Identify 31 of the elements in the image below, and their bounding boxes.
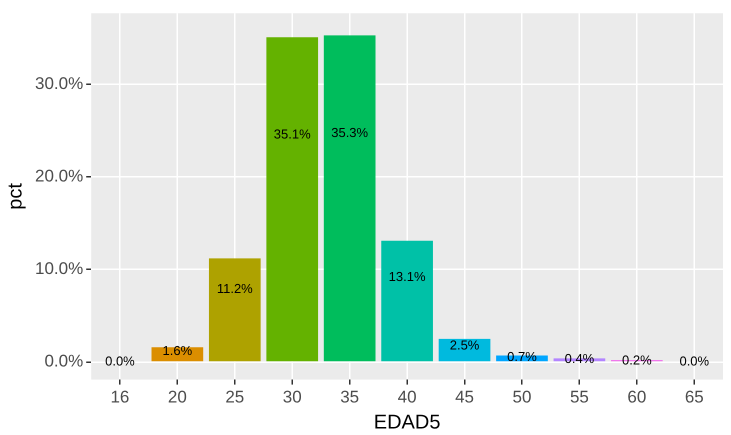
x-axis-title: EDAD5 [374, 412, 440, 434]
x-tick-label: 65 [684, 387, 704, 406]
x-tick-label: 20 [168, 387, 187, 406]
x-tick-label: 45 [455, 387, 474, 406]
bar [381, 240, 433, 362]
data-label: 35.1% [274, 126, 312, 142]
y-tick-label: 30.0% [35, 74, 84, 94]
y-tick-label: 10.0% [35, 259, 84, 278]
bar [324, 35, 376, 362]
bar [208, 258, 261, 362]
x-tick-label: 60 [627, 387, 646, 406]
y-tick-label: 0.0% [44, 352, 84, 371]
data-label: 13.1% [388, 268, 426, 284]
data-label: 0.0% [105, 354, 136, 369]
data-label: 0.0% [679, 354, 710, 369]
data-label: 1.6% [162, 343, 193, 358]
data-label: 0.4% [564, 351, 595, 366]
y-tick-label: 20.0% [35, 166, 84, 186]
x-tick-label: 25 [225, 387, 244, 406]
x-tick-label: 35 [340, 387, 360, 406]
data-label: 35.3% [331, 124, 369, 140]
x-tick-label: 55 [570, 387, 589, 406]
x-tick-label: 50 [512, 387, 532, 406]
data-label: 11.2% [216, 281, 254, 296]
bar [438, 338, 490, 362]
x-tick-label: 30 [282, 387, 302, 406]
x-tick-label: 40 [398, 387, 417, 406]
data-label: 2.5% [450, 337, 480, 352]
y-axis-title: pct [4, 182, 27, 210]
bar [266, 37, 318, 362]
x-tick-label: 16 [110, 387, 130, 406]
